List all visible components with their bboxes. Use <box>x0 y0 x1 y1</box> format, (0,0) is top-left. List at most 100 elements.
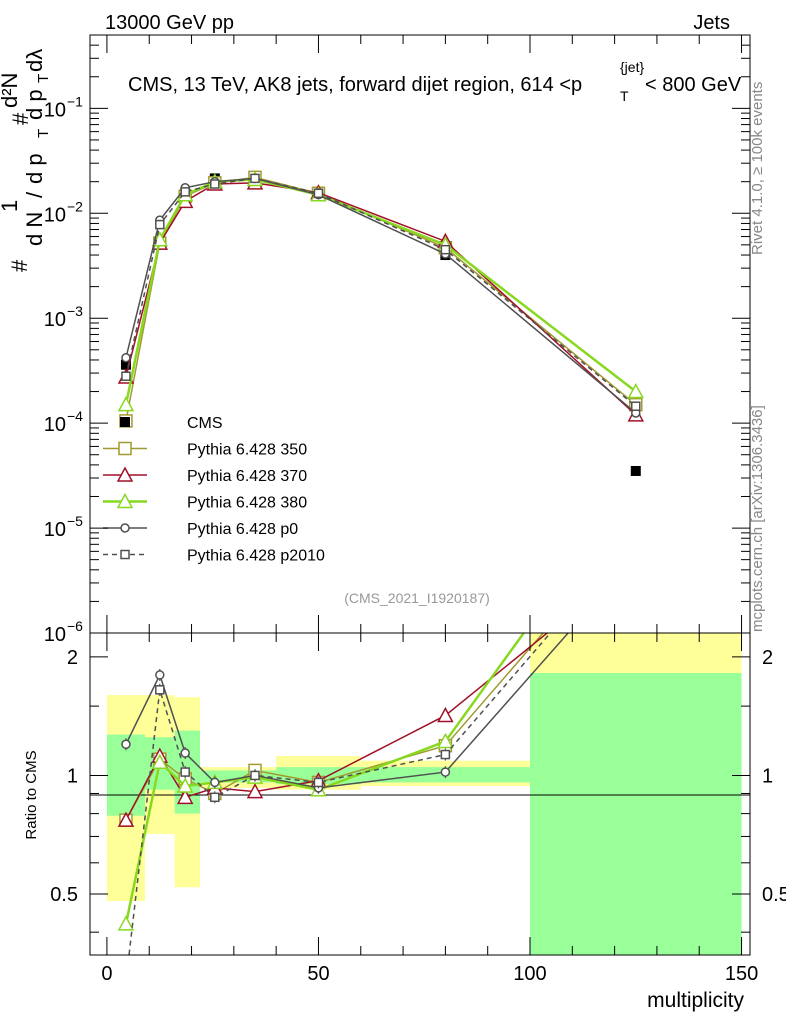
ratio-point <box>176 788 194 805</box>
svg-text:d p: d p <box>22 89 47 120</box>
ratio-point <box>117 811 135 827</box>
ratio-point <box>180 748 190 758</box>
ratio-band-green <box>530 673 742 955</box>
main-y-tick-exponent: −5 <box>67 513 83 529</box>
main-y-tick-exponent: −6 <box>67 618 83 634</box>
main-y-tick-exponent: −4 <box>67 408 83 424</box>
main-y-tick-exponent: −3 <box>67 303 83 319</box>
ratio-frame <box>89 632 751 956</box>
ratio-panel: 0.5 0.5 1 1 2 2 0 50 100 150 Ratio to CMS multipl… <box>23 632 786 1012</box>
data-point <box>630 465 641 476</box>
legend: CMS Pythia 6.428 350 Pythia 6.428 370 Pythi… <box>103 415 325 565</box>
legend-label: Pythia 6.428 p0 <box>187 521 298 538</box>
ratio-point <box>151 753 169 770</box>
svg-text:d²N: d²N <box>0 73 22 108</box>
main-y-tick-label: 10 <box>44 204 66 226</box>
ratio-point <box>155 685 165 695</box>
svg-text:1: 1 <box>0 200 22 212</box>
legend-label: Pythia 6.428 p2010 <box>187 548 325 565</box>
energy-label: 13000 GeV pp <box>105 12 234 34</box>
ratio-y-tick-label-right: 1 <box>762 765 773 787</box>
ratio-point <box>121 739 131 750</box>
ratio-point <box>117 915 135 931</box>
main-y-tick-label: 10 <box>44 99 66 121</box>
svg-text:T: T <box>35 74 52 83</box>
legend-label: Pythia 6.428 350 <box>187 442 307 459</box>
main-frame <box>89 34 751 634</box>
ratio-point <box>313 777 324 788</box>
ratio-y-tick-label: 1 <box>67 765 78 787</box>
series-pythia-6-428-350 <box>119 170 643 428</box>
main-y-tick-label: 10 <box>44 309 66 331</box>
svg-text:{jet}: {jet} <box>620 59 644 75</box>
data-point <box>155 219 165 230</box>
data-point <box>250 173 260 184</box>
x-axis-label: multiplicity <box>647 989 744 1012</box>
svg-text:/: / <box>22 191 47 198</box>
series-pythia-6-428-p0 <box>121 173 641 418</box>
data-point <box>627 382 645 399</box>
ratio-y-tick-label-right: 2 <box>762 647 773 669</box>
x-tick-label: 0 <box>101 963 112 985</box>
ratio-line <box>128 633 552 955</box>
legend-label: CMS <box>187 415 223 432</box>
legend-marker <box>120 549 130 560</box>
ratio-point <box>155 670 165 680</box>
ratio-point <box>440 767 451 777</box>
svg-text:#: # <box>8 112 33 125</box>
main-y-tick-label: 10 <box>44 624 66 646</box>
data-point <box>121 352 131 363</box>
data-point <box>440 244 451 255</box>
svg-text:T: T <box>620 88 629 104</box>
main-y-tick-exponent: −2 <box>67 198 83 214</box>
ratio-point <box>210 777 220 788</box>
ratio-point <box>437 706 454 723</box>
analysis-id: (CMS_2021_I1920187) <box>344 590 490 606</box>
ratio-point <box>180 767 190 777</box>
main-y-tick-exponent: −1 <box>67 93 83 109</box>
data-point <box>121 371 131 381</box>
rivet-label: Rivet 4.1.0, ≥ 100k events <box>749 82 766 255</box>
series-line <box>125 177 637 414</box>
ratio-point <box>176 777 194 793</box>
series-line <box>124 178 637 405</box>
x-tick-label: 100 <box>513 963 546 985</box>
main-y-axis-label: # 1 d N / d p T # d²N d p T dλ <box>0 49 52 272</box>
series-pythia-6-428-p2010 <box>121 173 641 411</box>
data-point <box>120 359 131 370</box>
ratio-point <box>437 732 454 749</box>
legend-marker <box>116 492 134 509</box>
main-y-tick-label: 10 <box>44 414 66 436</box>
ratio-y-tick-label: 0.5 <box>50 884 78 906</box>
data-point <box>313 188 324 199</box>
ratio-series-pythia-6-428-p2010 <box>128 633 552 955</box>
svg-text:dλ: dλ <box>22 49 47 72</box>
svg-text:#: # <box>7 259 32 272</box>
legend-marker <box>116 466 134 482</box>
legend-marker <box>120 523 130 533</box>
data-point <box>180 187 190 197</box>
data-point <box>210 179 220 189</box>
data-point <box>117 396 135 412</box>
svg-text:T: T <box>35 129 52 138</box>
data-point <box>631 401 641 411</box>
svg-text:d p: d p <box>22 153 47 184</box>
ratio-point <box>250 770 260 781</box>
legend-label: Pythia 6.428 370 <box>187 468 307 485</box>
series-line <box>125 177 637 407</box>
x-tick-label: 150 <box>725 963 758 985</box>
ratio-point <box>440 749 451 760</box>
svg-text:CMS, 13 TeV, AK8 jets, forward: CMS, 13 TeV, AK8 jets, forward dijet reg… <box>128 74 582 96</box>
ratio-y-axis-label: Ratio to CMS <box>23 750 40 839</box>
svg-text:d N: d N <box>22 212 47 246</box>
legend-marker <box>118 441 132 456</box>
x-tick-label: 50 <box>307 963 329 985</box>
ratio-point <box>210 792 220 803</box>
series-pythia-6-428-370 <box>117 174 645 422</box>
main-panel: (CMS_2021_I1920187) CMS, 13 TeV, AK8 jet… <box>44 34 751 646</box>
site-label: mcplots.cern.ch [arXiv:1306.3436] <box>749 405 766 632</box>
legend-label: Pythia 6.428 380 <box>187 495 307 512</box>
series-pythia-6-428-380 <box>117 170 645 412</box>
ratio-point <box>246 782 264 799</box>
